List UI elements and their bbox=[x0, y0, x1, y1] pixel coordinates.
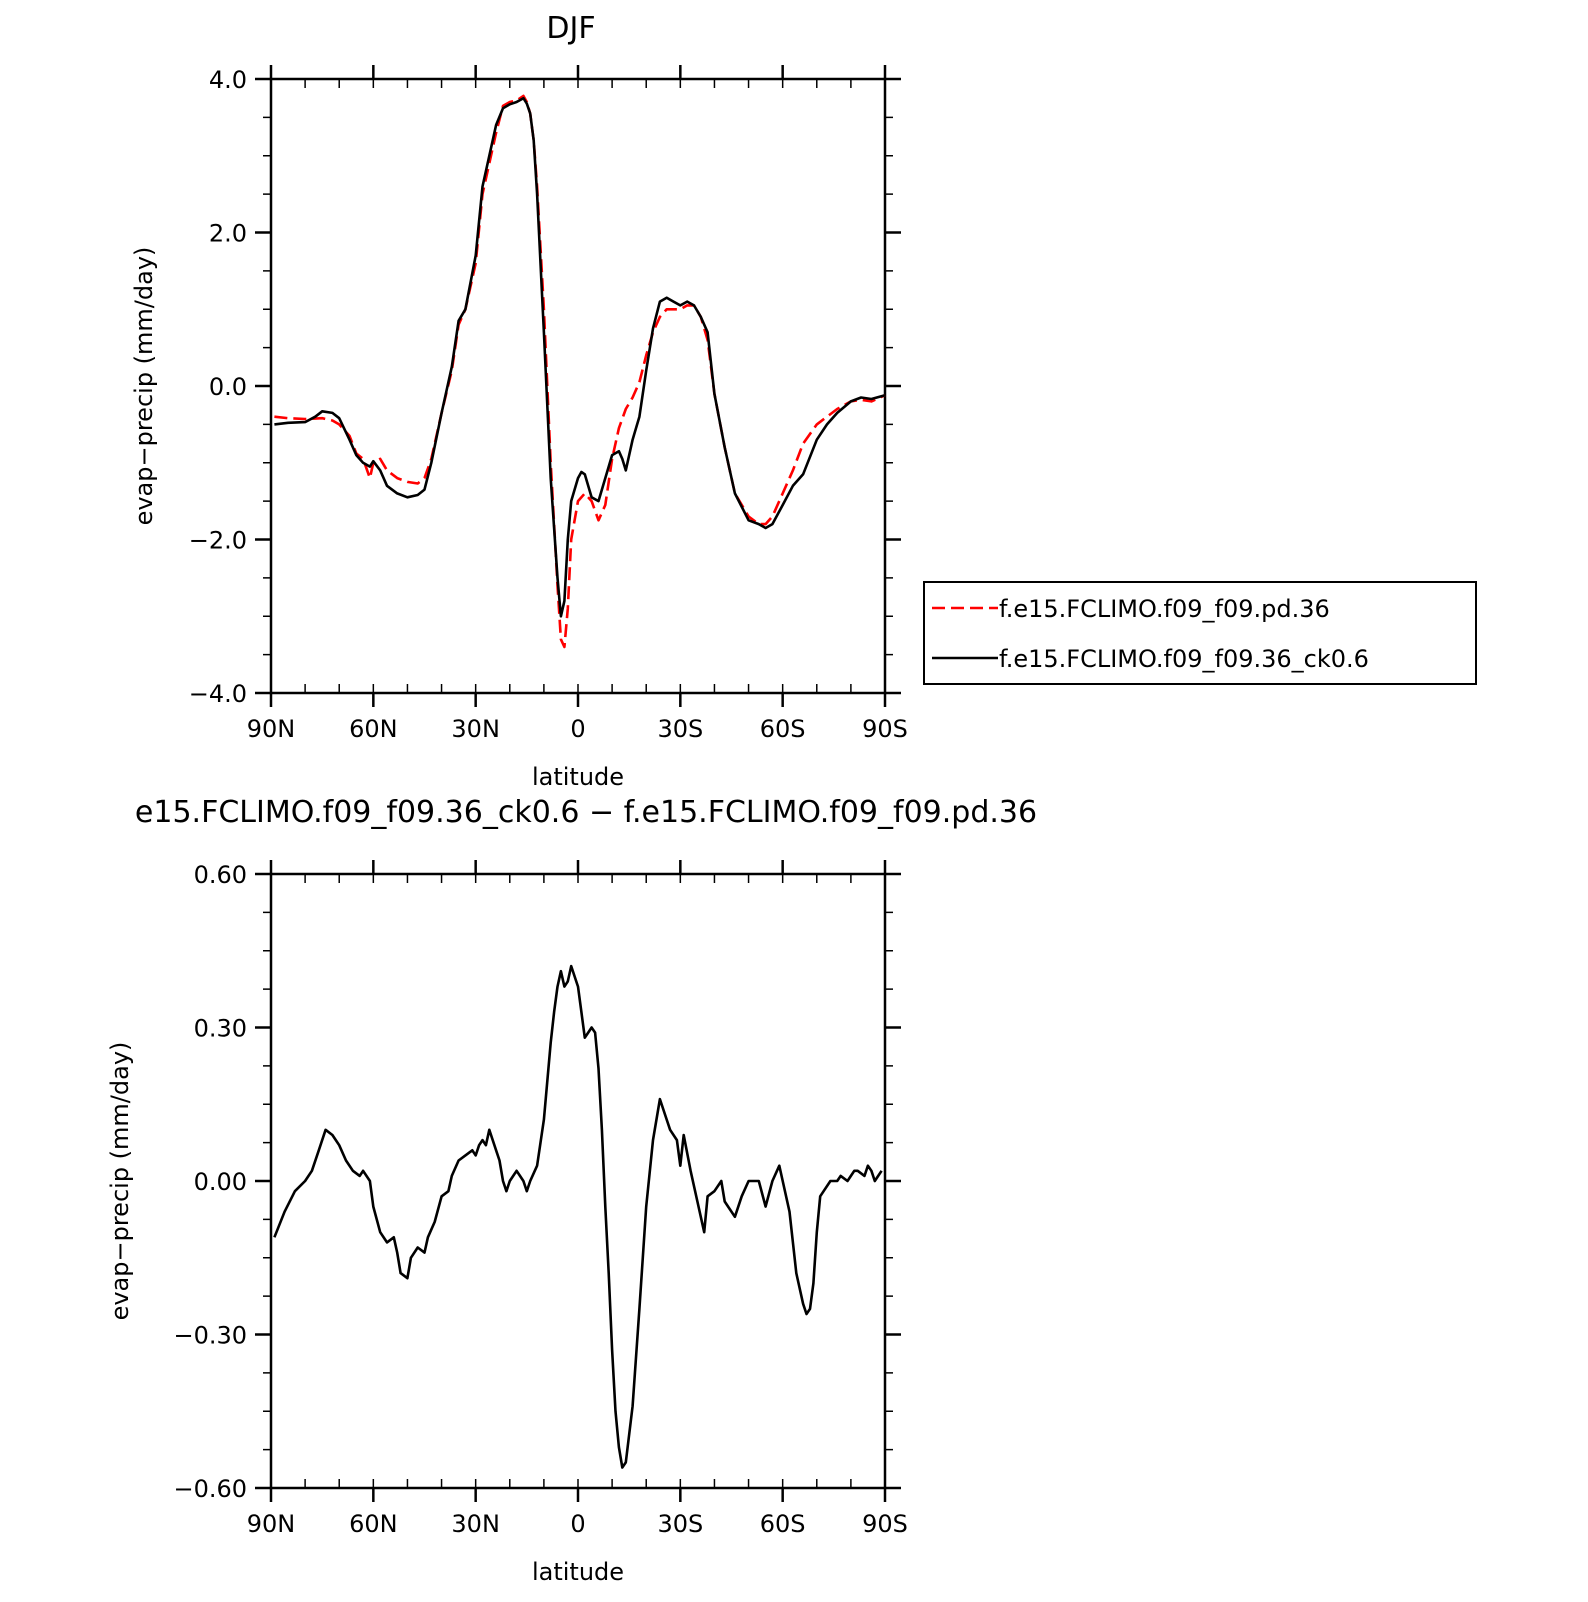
x-tick-label: 90S bbox=[862, 1510, 908, 1538]
legend-label-1: f.e15.FCLIMO.f09_f09.36_ck0.6 bbox=[999, 645, 1369, 673]
x-tick-label: 30S bbox=[657, 715, 703, 743]
x-tick-label: 90N bbox=[247, 1510, 296, 1538]
x-axis-label: latitude bbox=[532, 1558, 624, 1586]
x-tick-label: 0 bbox=[570, 715, 585, 743]
bottom-chart-panel: 90N 60N 30N 0 30S 60S 90S 0.60 0.30 0.00 −0.30 −0.6… bbox=[106, 860, 908, 1586]
y-tick-label: 0.60 bbox=[194, 861, 247, 889]
x-tick-label: 0 bbox=[570, 1510, 585, 1538]
plot-frame bbox=[269, 872, 887, 1490]
x-tick-label: 60N bbox=[349, 715, 398, 743]
y-axis-label: evap−precip (mm/day) bbox=[106, 1042, 134, 1321]
y-tick-label: 0.30 bbox=[194, 1015, 247, 1043]
legend-label-0: f.e15.FCLIMO.f09_f09.pd.36 bbox=[999, 595, 1330, 623]
x-tick-label: 60N bbox=[349, 1510, 398, 1538]
series-line-0 bbox=[273, 964, 883, 1469]
y-axis-label: evap−precip (mm/day) bbox=[130, 247, 158, 526]
bottom-chart-title: e15.FCLIMO.f09_f09.36_ck0.6 − f.e15.FCLI… bbox=[135, 795, 1037, 830]
x-tick-label: 30S bbox=[657, 1510, 703, 1538]
x-tick-label: 30N bbox=[451, 1510, 500, 1538]
y-tick-label: −4.0 bbox=[189, 680, 247, 708]
y-tick-label: −0.30 bbox=[173, 1322, 247, 1350]
x-tick-label: 90S bbox=[862, 715, 908, 743]
top-chart-title: DJF bbox=[546, 11, 595, 46]
x-axis-label: latitude bbox=[532, 763, 624, 791]
y-tick-label: 4.0 bbox=[209, 66, 247, 94]
y-tick-label: −0.60 bbox=[173, 1475, 247, 1503]
plot-frame bbox=[269, 77, 887, 695]
legend-box bbox=[923, 581, 1477, 685]
x-tick-label: 30N bbox=[451, 715, 500, 743]
x-tick-label: 60S bbox=[760, 715, 806, 743]
x-tick-label: 90N bbox=[247, 715, 296, 743]
x-tick-label: 60S bbox=[760, 1510, 806, 1538]
y-tick-label: 0.0 bbox=[209, 373, 247, 401]
top-chart-legend: f.e15.FCLIMO.f09_f09.pd.36 f.e15.FCLIMO.f… bbox=[923, 581, 1477, 685]
top-chart-panel: 90N 60N 30N 0 30S 60S 90S 4.0 2.0 0.0 −2.0 −4.0 lati… bbox=[130, 65, 908, 791]
series-line-1 bbox=[274, 96, 886, 618]
y-tick-label: 2.0 bbox=[209, 220, 247, 248]
y-tick-label: 0.00 bbox=[194, 1168, 247, 1196]
y-tick-label: −2.0 bbox=[189, 527, 247, 555]
series-line-0 bbox=[274, 94, 886, 649]
